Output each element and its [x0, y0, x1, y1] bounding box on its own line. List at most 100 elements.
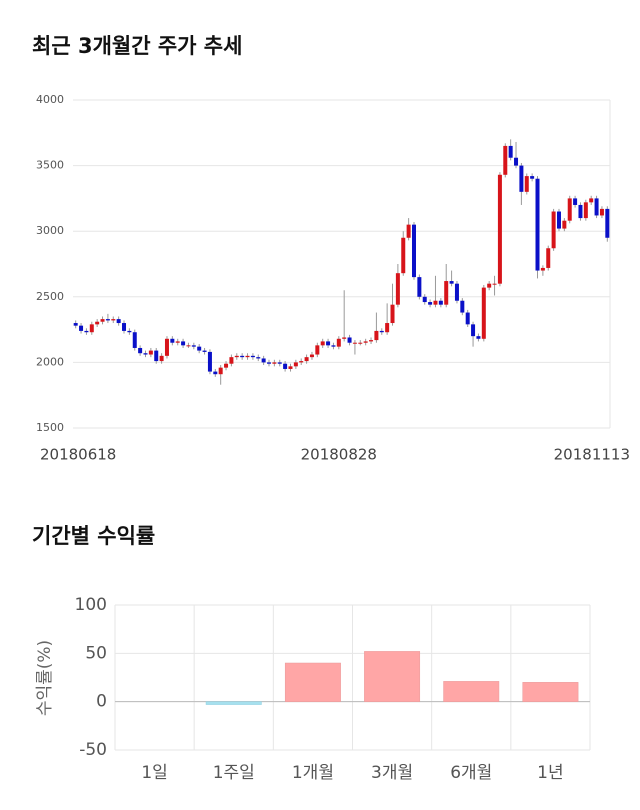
candle-body	[299, 361, 304, 363]
candle-body	[444, 281, 449, 305]
candle-body	[181, 341, 186, 346]
y-tick-label: 4000	[36, 93, 64, 106]
candle-body	[245, 355, 250, 358]
x-tick-label: 1년	[537, 763, 563, 783]
candle-body	[401, 237, 406, 274]
candle-body	[465, 312, 470, 325]
bar	[205, 701, 262, 705]
candle-body	[395, 273, 400, 305]
candle-body	[454, 283, 459, 301]
candle-body	[438, 300, 443, 305]
candle-body	[154, 350, 159, 362]
candle-body	[433, 300, 438, 305]
candle-body	[594, 198, 599, 216]
candle-body	[487, 283, 492, 288]
candle-body	[374, 330, 379, 341]
candle-body	[159, 355, 164, 362]
candle-body	[240, 355, 245, 358]
candle-body	[573, 198, 578, 205]
candle-body	[218, 367, 223, 375]
candle-body	[476, 336, 481, 339]
candle-body	[530, 176, 535, 179]
candle-body	[556, 211, 561, 229]
y-axis-label: 수익률(%)	[35, 640, 55, 716]
candle-body	[336, 338, 341, 347]
candle-body	[497, 174, 502, 284]
bar	[284, 662, 341, 702]
y-tick-label: 2000	[36, 355, 64, 368]
candle-body	[551, 211, 556, 249]
candle-body	[207, 351, 212, 372]
candle-body	[379, 330, 384, 333]
candle-body	[449, 281, 454, 284]
candle-body	[363, 341, 368, 343]
candle-body	[132, 332, 137, 348]
candle-body	[191, 345, 196, 347]
candle-body	[599, 208, 604, 216]
candle-body	[84, 330, 89, 333]
candle-body	[503, 145, 508, 175]
chart-title: 기간별 수익률	[32, 524, 155, 548]
candle-body	[186, 345, 191, 347]
candle-body	[428, 302, 433, 305]
candle-body	[326, 341, 331, 346]
candle-body	[358, 342, 363, 344]
y-tick-label: 2500	[36, 290, 64, 303]
bar	[443, 681, 500, 702]
x-tick-label: 3개월	[371, 763, 413, 783]
candle-body	[283, 363, 288, 369]
candle-body	[320, 341, 325, 346]
candle-body	[385, 323, 390, 333]
candle-body	[411, 224, 416, 278]
candle-body	[406, 224, 411, 238]
candle-body	[122, 323, 127, 331]
candle-body	[229, 357, 234, 364]
y-tick-label: 3500	[36, 159, 64, 172]
candle-body	[234, 355, 239, 358]
candle-body	[347, 337, 352, 343]
candle-body	[567, 198, 572, 221]
candle-body	[95, 321, 100, 325]
candle-body	[250, 355, 255, 358]
bar	[364, 651, 421, 702]
candle-body	[224, 363, 229, 368]
candle-body	[315, 345, 320, 355]
candle-body	[202, 350, 207, 352]
candle-body	[589, 198, 594, 203]
candle-body	[175, 341, 180, 343]
candle-body	[369, 340, 374, 342]
candle-body	[481, 287, 486, 339]
candle-body	[100, 319, 105, 322]
candle-body	[170, 338, 175, 343]
candle-body	[524, 176, 529, 192]
chart-title: 최근 3개월간 주가 추세	[32, 34, 242, 58]
x-tick-label: 20180828	[301, 446, 377, 464]
candle-body	[105, 319, 110, 321]
candle-body	[261, 358, 266, 363]
candle-body	[519, 165, 524, 192]
candle-body	[309, 354, 314, 358]
candle-body	[256, 357, 261, 359]
y-tick-label: 50	[85, 643, 107, 663]
candle-body	[267, 362, 272, 364]
x-tick-label: 1개월	[292, 763, 334, 783]
candle-body	[111, 319, 116, 321]
candle-body	[331, 345, 336, 347]
candle-body	[605, 208, 610, 238]
candle-body	[471, 324, 476, 337]
candle-body	[79, 325, 84, 331]
candle-body	[272, 362, 277, 364]
candle-body	[460, 300, 465, 313]
x-tick-label: 1주일	[213, 763, 255, 783]
candle-body	[143, 353, 148, 355]
candle-body	[535, 178, 540, 271]
candle-body	[127, 330, 132, 333]
candle-body	[73, 323, 78, 326]
candle-body	[390, 304, 395, 324]
candle-body	[492, 283, 497, 285]
candle-body	[138, 347, 143, 354]
candle-body	[422, 296, 427, 303]
candle-body	[116, 319, 121, 324]
y-tick-label: -50	[79, 740, 107, 760]
